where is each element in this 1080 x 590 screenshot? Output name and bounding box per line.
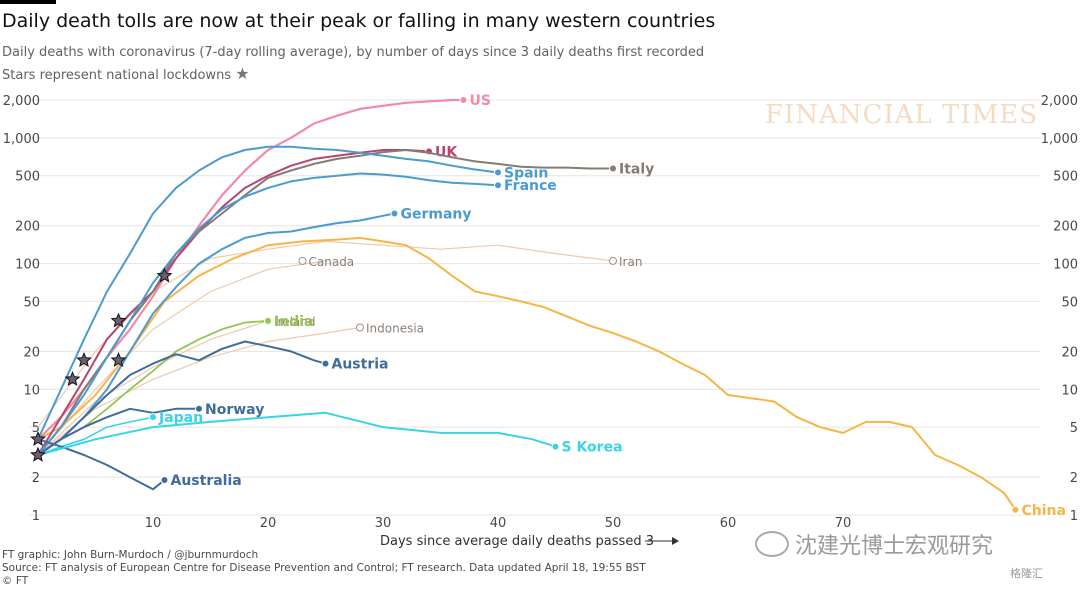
series-label-s-korea: S Korea — [562, 440, 623, 456]
lockdown-star-icon — [110, 312, 127, 328]
series-end-dot-france — [494, 181, 502, 190]
x-tick-label: 60 — [720, 516, 737, 531]
top-accent-bar — [0, 0, 56, 4]
y-tick-label-left: 5 — [32, 421, 40, 436]
y-tick-label-right: 5 — [1070, 421, 1078, 436]
series-end-dot-iran — [609, 256, 617, 265]
chart-subtitle-lockdowns: Stars represent national lockdowns ★ — [2, 64, 250, 83]
y-tick-label-right: 20 — [1061, 345, 1078, 360]
star-icon: ★ — [235, 64, 250, 83]
series-label-us: US — [470, 93, 491, 109]
series-line-australia — [37, 438, 166, 491]
series-line-canada — [37, 260, 327, 456]
x-axis-label: Days since average daily deaths passed 3 — [380, 534, 654, 549]
x-tick-label: 50 — [605, 516, 622, 531]
series-label-iran: Iran — [619, 255, 642, 269]
series-end-dot-canada — [298, 256, 307, 265]
y-tick-label-right: 10 — [1061, 383, 1078, 398]
x-tick-label: 70 — [835, 516, 852, 531]
series-label-canada: Canada — [309, 255, 355, 269]
series-end-dot-norway — [195, 404, 203, 413]
chart-subtitle: Daily deaths with coronavirus (7-day rol… — [2, 45, 705, 60]
x-axis-arrow-head — [672, 537, 679, 545]
y-tick-label-left: 200 — [15, 220, 40, 235]
chart-footer: FT graphic: John Burn-Murdoch / @jburnmu… — [2, 549, 646, 588]
x-tick-label: 20 — [260, 516, 277, 531]
y-tick-label-right: 2 — [1070, 471, 1078, 486]
footer-credit: FT graphic: John Burn-Murdoch / @jburnmu… — [2, 549, 259, 561]
y-tick-label-left: 50 — [23, 295, 40, 310]
series-label-austria: Austria — [332, 357, 389, 373]
footer-source: Source: FT analysis of European Centre f… — [2, 562, 646, 574]
series-end-dot-austria — [321, 359, 330, 368]
y-tick-label-right: 50 — [1061, 295, 1078, 310]
lockdown-note: Stars represent national lockdowns — [2, 68, 232, 83]
y-tick-label-left: 2,000 — [3, 94, 40, 109]
y-tick-label-left: 10 — [23, 383, 40, 398]
series-line-ireland — [37, 320, 269, 456]
y-tick-label-right: 2,000 — [1041, 94, 1078, 109]
series-label-italy: Italy — [619, 162, 654, 178]
series-line-france — [37, 172, 499, 456]
y-tick-label-right: 1,000 — [1041, 132, 1078, 147]
x-tick-label: 30 — [375, 516, 392, 531]
gelonghui-watermark: 格隆汇 — [1010, 567, 1043, 580]
wechat-watermark-text: 沈建光博士宏观研究 — [795, 534, 994, 559]
footer-copyright: © FT — [2, 575, 29, 587]
series-end-dot-germany — [390, 209, 399, 218]
series-label-ireland: Ireland — [274, 315, 316, 329]
y-tick-label-left: 20 — [23, 345, 40, 360]
series-label-japan: Japan — [158, 410, 203, 426]
series-end-dot-italy — [609, 164, 617, 173]
chart-title: Daily death tolls are now at their peak … — [2, 10, 716, 32]
y-tick-label-right: 200 — [1053, 220, 1078, 235]
series-line-indonesia — [37, 326, 361, 456]
series-end-dot-india — [264, 316, 272, 325]
series-end-dot-japan — [149, 413, 157, 422]
y-tick-label-left: 2 — [32, 471, 40, 486]
series-line-china — [37, 236, 1017, 511]
y-tick-label-right: 100 — [1053, 258, 1078, 273]
y-tick-label-left: 1 — [32, 509, 40, 524]
series-line-japan — [37, 416, 154, 456]
series-end-dot-australia — [160, 475, 169, 484]
series-line-iran — [37, 240, 614, 428]
series-line-austria — [37, 340, 327, 456]
ft-watermark: FINANCIAL TIMES — [765, 100, 1039, 130]
lockdown-star-icon — [30, 431, 46, 447]
y-tick-label-right: 1 — [1070, 509, 1078, 524]
y-tick-label-right: 500 — [1053, 170, 1078, 185]
series-label-india: India — [274, 314, 313, 330]
series-end-dot-s-korea — [551, 442, 560, 451]
series-end-dot-spain — [494, 168, 502, 177]
series-label-germany: Germany — [401, 207, 472, 223]
x-tick-label: 10 — [145, 516, 162, 531]
lockdown-star-icon — [30, 446, 46, 462]
lockdown-star-icon — [76, 352, 92, 368]
series-label-indonesia: Indonesia — [366, 322, 424, 336]
wechat-logo-icon — [755, 531, 789, 557]
series-end-dot-us — [459, 96, 468, 104]
y-tick-label-left: 100 — [15, 258, 40, 273]
wechat-watermark: 沈建光博士宏观研究 — [755, 528, 993, 560]
series-line-spain — [37, 145, 499, 441]
lockdown-star-icon — [110, 352, 127, 368]
series-label-spain: Spain — [504, 166, 548, 182]
lockdown-star-icon — [64, 371, 81, 387]
series-label-china: China — [1022, 503, 1066, 519]
series-label-australia: Australia — [171, 473, 242, 489]
y-tick-label-left: 500 — [15, 170, 40, 185]
series-line-india — [37, 320, 269, 456]
series-label-norway: Norway — [205, 402, 264, 418]
series-end-dot-indonesia — [356, 323, 364, 332]
series-label-france: France — [504, 178, 557, 194]
series-line-norway — [37, 407, 200, 456]
series-end-dot-china — [1011, 505, 1020, 514]
y-tick-label-left: 1,000 — [3, 132, 40, 147]
series-line-s-korea — [37, 411, 557, 456]
series-line-germany — [37, 212, 396, 456]
lockdown-star-icon — [156, 267, 173, 283]
x-tick-label: 40 — [490, 516, 507, 531]
